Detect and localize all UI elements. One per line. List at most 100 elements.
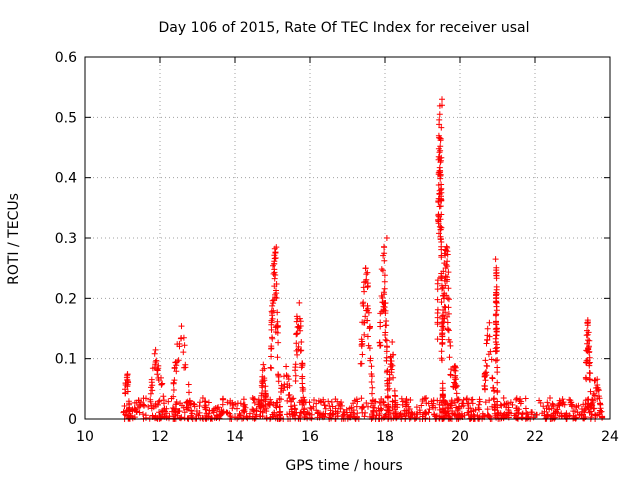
data-point <box>263 405 270 412</box>
data-point <box>413 414 420 421</box>
data-point <box>587 376 593 383</box>
data-point <box>493 332 499 339</box>
data-point <box>161 405 168 412</box>
data-point <box>392 401 399 408</box>
data-point <box>381 300 388 306</box>
data-point <box>440 325 447 331</box>
data-point <box>272 272 279 278</box>
data-point <box>387 353 394 360</box>
data-point <box>361 331 368 338</box>
data-point <box>259 377 266 384</box>
data-point <box>172 359 179 366</box>
data-point <box>491 395 498 402</box>
data-point <box>362 313 369 320</box>
data-point <box>364 269 371 276</box>
x-tick-label: 16 <box>301 429 319 445</box>
data-point <box>138 399 145 405</box>
data-point <box>205 399 212 406</box>
data-point <box>476 406 483 413</box>
data-point <box>268 365 275 372</box>
data-point <box>547 395 553 401</box>
data-point <box>454 407 461 414</box>
data-point <box>517 396 524 402</box>
data-point <box>380 252 387 259</box>
data-point <box>121 403 128 409</box>
data-point <box>382 336 389 343</box>
data-point <box>354 398 361 405</box>
data-point <box>202 415 209 422</box>
data-point <box>363 271 370 278</box>
data-point <box>240 396 247 403</box>
data-point <box>484 411 491 418</box>
data-point <box>386 376 393 383</box>
data-point <box>307 404 314 411</box>
data-point <box>468 412 475 419</box>
data-point <box>482 377 489 384</box>
data-point <box>298 339 305 345</box>
data-point <box>293 347 300 354</box>
data-point <box>347 413 354 419</box>
data-point <box>389 398 396 405</box>
data-point <box>284 411 290 418</box>
data-point <box>436 169 443 176</box>
data-point <box>275 339 282 346</box>
data-point <box>486 397 493 404</box>
y-axis-label: ROTI / TECUs <box>6 193 22 285</box>
data-point <box>364 283 371 289</box>
data-point <box>450 384 457 390</box>
data-point <box>438 154 445 161</box>
data-point <box>159 380 166 387</box>
data-point <box>446 296 452 303</box>
data-point <box>191 403 198 410</box>
data-point <box>440 268 447 275</box>
data-point <box>270 307 277 314</box>
data-point <box>592 377 599 384</box>
y-tick-label: 0.2 <box>55 291 77 307</box>
data-point <box>504 412 510 419</box>
data-point <box>277 403 283 410</box>
data-point <box>378 406 385 413</box>
data-point <box>343 406 350 413</box>
data-point <box>494 369 501 376</box>
data-point <box>450 383 457 390</box>
data-point <box>596 395 603 402</box>
data-point <box>368 379 375 385</box>
data-point <box>482 386 488 393</box>
data-point <box>460 402 467 409</box>
data-point <box>285 376 292 383</box>
data-point <box>274 354 281 361</box>
data-point <box>493 289 500 296</box>
data-point <box>566 413 573 419</box>
data-point <box>352 415 359 422</box>
data-point <box>241 401 248 408</box>
data-point <box>300 394 307 401</box>
data-point <box>458 413 465 420</box>
data-point <box>381 278 388 285</box>
data-point <box>583 374 589 381</box>
data-point <box>448 397 455 404</box>
data-point <box>588 401 595 408</box>
data-point <box>297 323 304 329</box>
x-tick-label: 14 <box>226 429 244 445</box>
data-point <box>126 406 133 413</box>
data-point <box>123 374 130 381</box>
data-point <box>493 307 500 314</box>
data-point <box>252 415 259 422</box>
data-point <box>359 351 366 358</box>
data-point <box>566 396 573 403</box>
x-tick-label: 18 <box>376 429 394 445</box>
data-point <box>493 294 500 301</box>
data-point <box>156 409 162 416</box>
y-tick-label: 0.3 <box>55 231 77 247</box>
data-point <box>383 343 390 350</box>
data-point <box>595 386 602 393</box>
data-point <box>493 264 500 271</box>
data-point <box>381 291 388 298</box>
data-point <box>258 390 265 397</box>
data-point <box>287 395 293 402</box>
data-point <box>454 397 460 404</box>
data-point <box>346 405 353 412</box>
data-point <box>436 121 443 128</box>
data-point <box>445 327 452 334</box>
data-point <box>584 357 591 364</box>
